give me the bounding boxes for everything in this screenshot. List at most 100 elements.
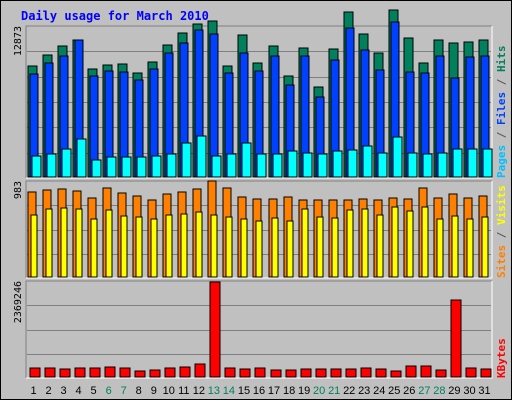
bar-pages-day-29: [452, 148, 463, 178]
bar-sites-day-12: [195, 211, 203, 278]
bar-pages-day-21: [332, 150, 343, 178]
x-tick-label-day-4: 4: [76, 385, 82, 397]
x-tick-label-day-3: 3: [61, 385, 67, 397]
bar-kbytes-day-11: [179, 366, 191, 378]
x-tick-label-day-14: 14: [223, 385, 235, 397]
bar-pages-day-25: [392, 136, 403, 178]
bar-sites-day-23: [361, 208, 369, 278]
axis-label-part: KBytes: [495, 338, 508, 378]
x-tick-label-day-11: 11: [178, 385, 189, 397]
bar-pages-day-30: [467, 148, 478, 178]
bar-sites-day-25: [391, 206, 399, 278]
bar-sites-day-18: [286, 220, 294, 278]
bar-pages-day-14: [226, 153, 237, 178]
bar-sites-day-17: [271, 217, 279, 278]
x-tick-label-day-2: 2: [45, 385, 51, 397]
bar-pages-day-18: [287, 150, 298, 178]
bar-sites-day-21: [331, 217, 339, 278]
axis-label-part: Visits: [495, 185, 508, 225]
x-tick-label-day-19: 19: [298, 385, 310, 397]
bar-pages-day-20: [317, 153, 328, 178]
x-tick-label-day-17: 17: [268, 385, 280, 397]
x-tick-label-day-18: 18: [283, 385, 295, 397]
bar-pages-day-11: [181, 142, 192, 178]
x-tick-label-day-10: 10: [163, 385, 175, 397]
bar-kbytes-day-7: [119, 367, 131, 378]
bar-sites-day-6: [105, 209, 113, 278]
x-tick-label-day-13: 13: [208, 385, 220, 397]
bar-kbytes-day-22: [345, 368, 357, 378]
bar-pages-day-5: [91, 159, 102, 178]
x-tick-label-day-16: 16: [253, 385, 265, 397]
bar-sites-day-1: [30, 214, 38, 278]
bar-pages-day-26: [407, 152, 418, 178]
x-tick-label-day-24: 24: [373, 385, 385, 397]
bar-pages-day-13: [211, 155, 222, 178]
bar-kbytes-day-2: [44, 367, 56, 378]
x-tick-label-day-6: 6: [106, 385, 112, 397]
bar-kbytes-day-4: [74, 367, 86, 378]
bar-pages-day-31: [482, 148, 493, 178]
bar-pages-day-23: [362, 145, 373, 178]
bar-sites-day-5: [90, 218, 98, 278]
bar-pages-day-8: [136, 156, 147, 178]
bar-kbytes-day-26: [405, 365, 417, 378]
bar-kbytes-day-28: [435, 369, 447, 378]
x-tick-label-day-29: 29: [448, 385, 460, 397]
bar-kbytes-day-25: [390, 370, 402, 378]
bar-kbytes-day-8: [134, 370, 146, 378]
bar-kbytes-day-19: [300, 368, 312, 378]
x-tick-label-day-20: 20: [313, 385, 325, 397]
x-tick-label-day-30: 30: [463, 385, 475, 397]
bar-sites-day-30: [466, 218, 474, 278]
bar-pages-day-27: [422, 153, 433, 178]
bar-pages-day-6: [106, 156, 117, 178]
bar-pages-day-2: [46, 153, 57, 178]
bar-pages-day-16: [256, 153, 267, 178]
axis-label-part: Hits: [495, 46, 508, 73]
bar-sites-day-4: [75, 208, 83, 278]
axis-label-part: Sites: [495, 245, 508, 278]
bar-kbytes-day-20: [315, 368, 327, 378]
x-tick-label-day-15: 15: [238, 385, 250, 397]
x-tick-label-day-28: 28: [433, 385, 445, 397]
bar-pages-day-12: [196, 135, 207, 178]
bar-sites-day-29: [451, 215, 459, 278]
x-tick-label-day-7: 7: [121, 385, 127, 397]
bar-kbytes-day-17: [270, 369, 282, 378]
x-tick-label-day-8: 8: [136, 385, 142, 397]
x-tick-label-day-9: 9: [151, 385, 157, 397]
bar-sites-day-20: [316, 216, 324, 278]
bar-kbytes-day-14: [224, 367, 236, 378]
bar-kbytes-day-16: [254, 367, 266, 378]
ymax-label-kbytes: 2369246: [13, 281, 24, 323]
bar-pages-day-7: [121, 156, 132, 178]
bar-pages-day-22: [347, 149, 358, 178]
bar-sites-day-16: [255, 220, 263, 278]
bar-pages-day-10: [166, 153, 177, 178]
bar-pages-day-28: [437, 152, 448, 178]
bar-pages-day-9: [151, 155, 162, 178]
x-tick-label-day-12: 12: [193, 385, 205, 397]
bar-kbytes-day-30: [465, 367, 477, 378]
axis-label-visits-sites: Sites / Visits: [495, 185, 508, 278]
bar-sites-day-31: [481, 216, 489, 278]
bar-pages-day-3: [61, 148, 72, 178]
x-tick-label-day-21: 21: [328, 385, 340, 397]
bar-kbytes-day-10: [164, 367, 176, 378]
bar-pages-day-15: [241, 142, 252, 178]
bar-sites-day-28: [436, 218, 444, 278]
x-tick-label-day-5: 5: [91, 385, 97, 397]
bar-kbytes-day-15: [239, 368, 251, 378]
panel-kbytes: [25, 280, 493, 379]
x-tick-label-day-1: 1: [30, 385, 36, 397]
bar-sites-day-3: [60, 207, 68, 278]
bar-kbytes-day-9: [149, 369, 161, 378]
x-tick-label-day-25: 25: [388, 385, 400, 397]
bar-sites-day-10: [165, 214, 173, 278]
axis-label-kbytes: KBytes: [495, 338, 508, 378]
x-tick-label-day-27: 27: [418, 385, 430, 397]
bar-sites-day-26: [406, 210, 414, 278]
